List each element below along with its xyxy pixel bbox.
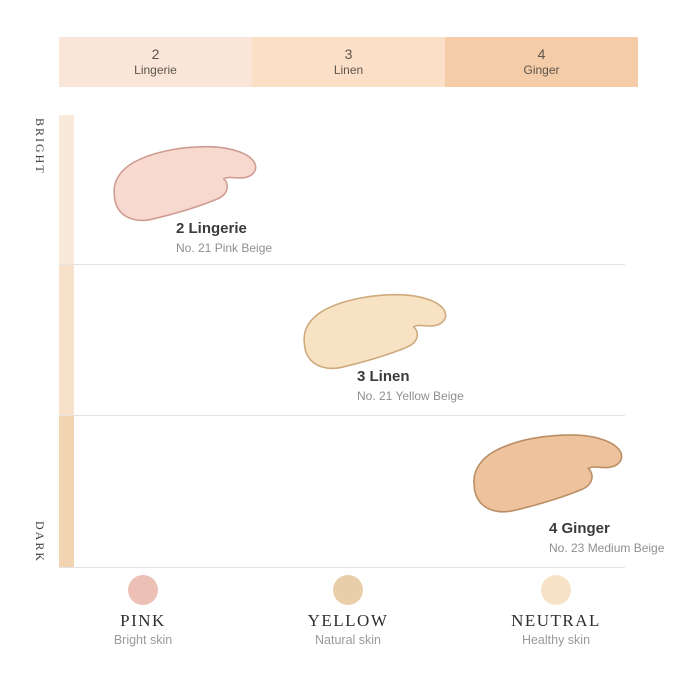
shade-number: 4 <box>537 46 546 62</box>
shade-number: 2 <box>151 46 160 62</box>
legend-label: PINK <box>120 611 166 630</box>
legend-description: Bright skin <box>113 633 173 647</box>
swatch-smear-linen <box>303 293 447 370</box>
shade-number: 3 <box>344 46 353 62</box>
shade-cell-ginger: 4 Ginger <box>445 37 638 87</box>
shade-cell-lingerie: 2 Lingerie <box>59 37 252 87</box>
shade-bar: 2 Lingerie 3 Linen 4 Ginger <box>59 37 638 87</box>
smear-shape <box>303 293 447 370</box>
legend-item-yellow: YELLOW Natural skin <box>268 575 428 648</box>
legend-item-neutral: NEUTRAL Healthy skin <box>476 575 636 648</box>
swatch-smear-ginger <box>473 434 623 513</box>
smear-shape <box>113 145 257 222</box>
axis-segment-dark <box>59 415 74 568</box>
axis-label-dark: DARK <box>33 521 47 564</box>
legend-label: NEUTRAL <box>511 611 601 630</box>
axis-segment-bright <box>59 115 74 264</box>
legend-dot-yellow <box>333 575 363 605</box>
legend-label: YELLOW <box>307 611 389 630</box>
axis-label-bright: BRIGHT <box>33 118 47 175</box>
legend-dot-pink <box>128 575 158 605</box>
smear-shape <box>473 434 623 513</box>
row-subtitle-lingerie: No. 21 Pink Beige <box>176 241 273 255</box>
shade-name: Linen <box>333 63 364 77</box>
row-subtitle-linen: No. 21 Yellow Beige <box>357 389 464 403</box>
row-divider <box>59 415 625 416</box>
row-title-lingerie: 2 Lingerie <box>176 220 247 237</box>
swatch-smear-lingerie <box>113 145 257 222</box>
axis-segment-medium <box>59 264 74 415</box>
brightness-axis-bar <box>59 115 74 568</box>
row-divider <box>59 567 625 568</box>
shade-name: Ginger <box>523 63 560 77</box>
shade-name: Lingerie <box>134 63 177 77</box>
legend-dot-neutral <box>541 575 571 605</box>
legend-item-pink: PINK Bright skin <box>63 575 223 648</box>
row-title-linen: 3 Linen <box>357 368 410 385</box>
legend-description: Natural skin <box>315 633 381 647</box>
legend-description: Healthy skin <box>521 633 591 647</box>
shade-cell-linen: 3 Linen <box>252 37 445 87</box>
row-title-ginger: 4 Ginger <box>549 520 610 537</box>
row-divider <box>59 264 625 265</box>
row-subtitle-ginger: No. 23 Medium Beige <box>549 541 665 555</box>
